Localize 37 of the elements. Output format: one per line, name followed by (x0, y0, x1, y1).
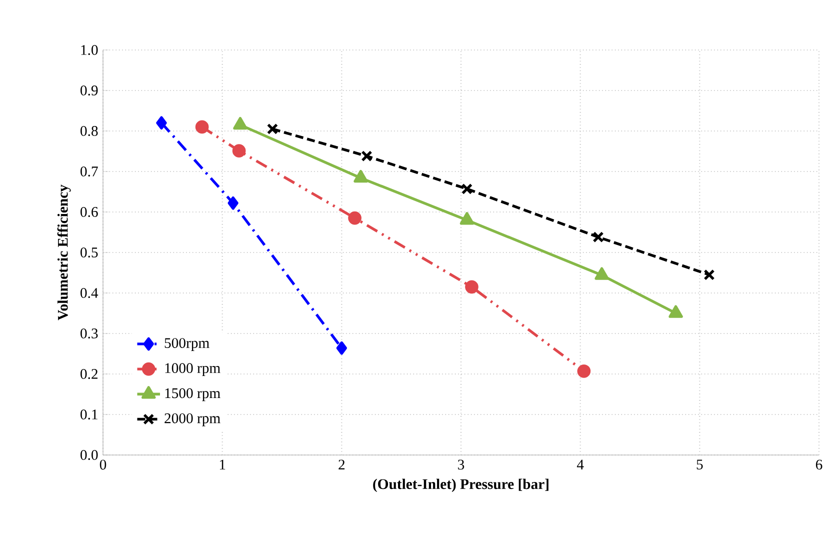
point (195, 120, 209, 134)
point (577, 364, 591, 378)
x-tick-label: 2 (338, 460, 345, 470)
x-tick-label: 0 (100, 460, 106, 470)
y-tick-label: 0.0 (80, 450, 98, 460)
legend-label: 500rpm (164, 338, 210, 351)
y-axis-title: Volumetric Efficiency (57, 184, 71, 320)
point (228, 196, 238, 210)
x-tick-label: 3 (458, 460, 464, 470)
y-tick-label: 0.4 (80, 288, 98, 298)
point (266, 123, 278, 135)
y-tick-label: 0.9 (80, 86, 98, 96)
y-tick-label: 0.6 (80, 207, 98, 217)
y-tick-label: 1.0 (81, 45, 98, 55)
legend-label: 1000 rpm (165, 363, 220, 376)
point (461, 183, 473, 194)
point (361, 150, 372, 162)
x-tick-label: 6 (816, 460, 822, 470)
y-tick-label: 0.7 (80, 166, 98, 176)
y-tick-label: 0.1 (80, 410, 98, 420)
point (704, 269, 715, 280)
legend-label: 1500 rpm (165, 388, 220, 402)
y-tick-label: 0.3 (80, 328, 98, 338)
x-tick-label: 5 (696, 460, 703, 470)
point (592, 232, 604, 243)
point (156, 116, 167, 130)
x-tick-label: 1 (220, 460, 226, 470)
point (232, 144, 246, 158)
y-tick-label: 0.5 (80, 248, 98, 258)
point (336, 341, 347, 355)
point (465, 280, 478, 294)
x-axis-title: (Outlet-Inlet) Pressure [bar] (373, 478, 548, 492)
legend-label: 2000 rpm (164, 413, 220, 426)
y-tick-label: 0.8 (80, 126, 98, 136)
y-tick-label: 0.2 (80, 369, 98, 379)
x-tick-label: 4 (576, 460, 584, 470)
point (348, 211, 362, 225)
